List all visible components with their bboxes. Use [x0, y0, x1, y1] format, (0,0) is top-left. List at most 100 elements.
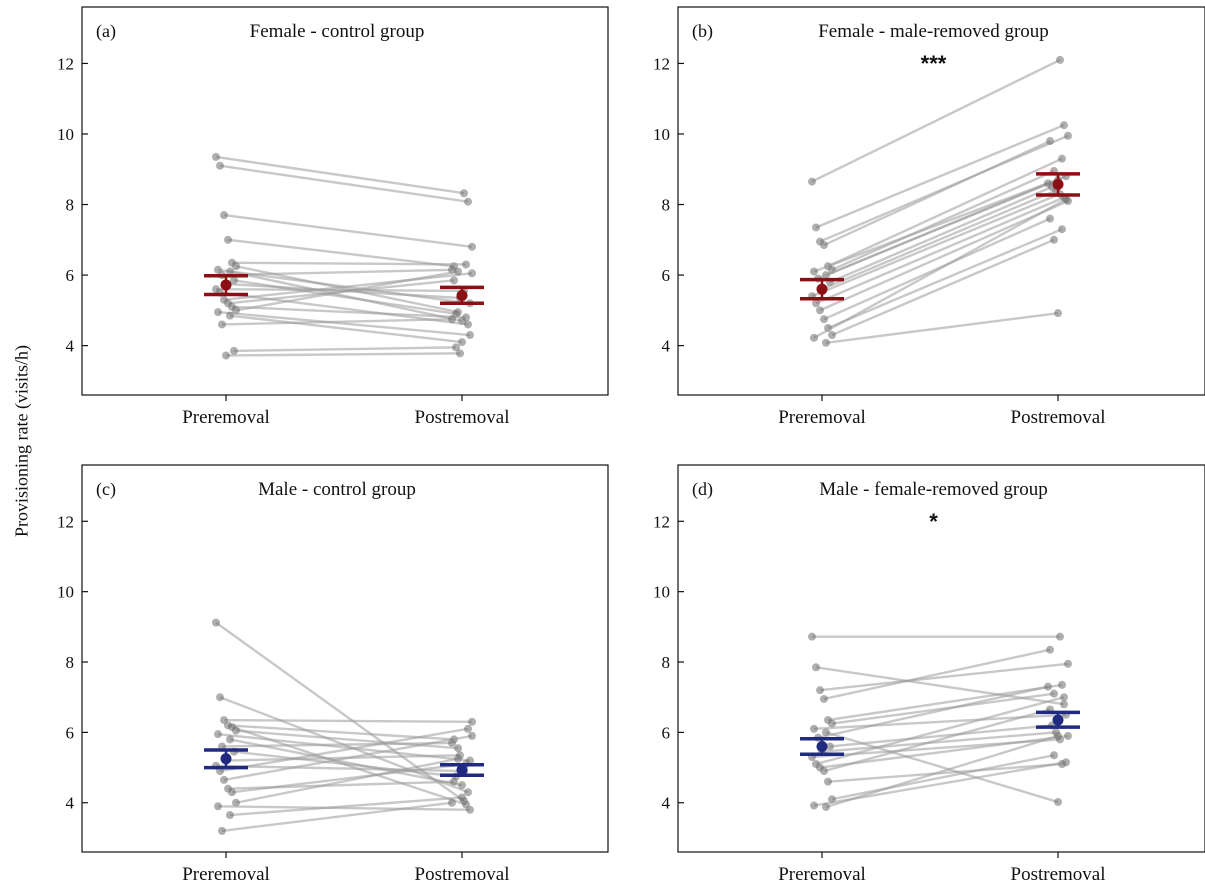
plot-frame [677, 464, 1205, 853]
individual-point [826, 742, 834, 751]
y-tick-label: 8 [662, 653, 671, 672]
y-tick-label: 8 [662, 196, 671, 215]
x-tick-label: Preremoval [778, 407, 866, 428]
individual-point [828, 719, 836, 728]
individual-point [816, 306, 824, 315]
individual-point [216, 161, 224, 170]
y-tick-label: 8 [66, 196, 75, 215]
individual-line [229, 796, 463, 817]
individual-point [808, 177, 816, 186]
y-tick-label: 6 [66, 723, 75, 742]
individual-point [454, 744, 462, 753]
individual-line [223, 718, 473, 724]
individual-point [1046, 137, 1054, 146]
individual-point [218, 320, 226, 329]
individual-point [464, 724, 472, 733]
individual-line [827, 157, 1063, 268]
individual-line [831, 169, 1055, 271]
chart-panel-2: 4 6 8 10 12 Preremoval Postremoval (b) Female - … [653, 6, 1205, 428]
individual-point [454, 267, 462, 276]
individual-point [1046, 645, 1054, 654]
individual-line [215, 155, 465, 195]
individual-point [232, 262, 240, 271]
individual-line [225, 352, 461, 357]
mean-point [816, 740, 828, 752]
individual-point [820, 315, 828, 324]
individual-point [1062, 195, 1070, 204]
individual-point [464, 788, 472, 797]
individual-point [230, 276, 238, 285]
individual-point [1050, 235, 1058, 244]
mean-point [1052, 178, 1064, 190]
individual-line [221, 317, 453, 326]
individual-point [232, 798, 240, 807]
individual-point [1060, 700, 1068, 709]
plot-frame [81, 464, 609, 853]
individual-point [1064, 731, 1072, 740]
x-tick-label: Preremoval [182, 864, 270, 883]
individual-point [466, 331, 474, 340]
y-axis-label: Provisioning rate (visits/h) [11, 345, 32, 537]
individual-point [822, 802, 830, 811]
y-tick-label: 10 [57, 125, 74, 144]
significance-marker: *** [921, 51, 947, 76]
y-tick-label: 6 [662, 266, 671, 285]
individual-line [829, 185, 1053, 284]
individual-line [235, 757, 459, 804]
individual-line [231, 762, 467, 794]
plot-frame [677, 6, 1205, 396]
chart-panel-1: 4 6 8 10 12 Preremoval Postremoval (a) Female - … [57, 6, 609, 428]
individual-point [468, 242, 476, 251]
y-tick-label: 10 [57, 583, 74, 602]
individual-point [458, 338, 466, 347]
chart-panel-3: 4 6 8 10 12 Preremoval Postremoval (c) Male - co… [57, 464, 609, 885]
y-tick-label: 12 [653, 54, 670, 73]
individual-point [1056, 632, 1064, 641]
individual-line [831, 238, 1055, 337]
individual-point [218, 826, 226, 835]
x-tick-label: Postremoval [415, 864, 510, 883]
individual-point [448, 315, 456, 324]
y-tick-label: 8 [66, 653, 75, 672]
individual-line [223, 734, 473, 782]
individual-line [219, 164, 469, 203]
individual-line [223, 213, 473, 249]
individual-point [226, 311, 234, 320]
individual-point [448, 798, 456, 807]
panel-title: Female - male-removed group [818, 21, 1049, 42]
mean-point [220, 753, 232, 765]
individual-point [228, 788, 236, 797]
individual-line [217, 310, 471, 337]
individual-line [821, 731, 1057, 753]
individual-point [810, 801, 818, 810]
individual-point [1056, 55, 1064, 64]
individual-point [458, 781, 466, 790]
individual-line [823, 139, 1051, 247]
individual-point [458, 793, 466, 802]
individual-line [827, 762, 1063, 783]
individual-point [1054, 731, 1062, 740]
individual-point [214, 802, 222, 811]
individual-point [450, 777, 458, 786]
individual-line [817, 182, 1049, 280]
y-tick-label: 10 [653, 583, 670, 602]
individual-point [214, 730, 222, 739]
individual-point [212, 152, 220, 161]
individual-point [214, 308, 222, 317]
mean-point [456, 290, 468, 302]
individual-line [811, 58, 1061, 183]
individual-point [1050, 689, 1058, 698]
x-tick-label: Postremoval [415, 407, 510, 428]
individual-point [230, 346, 238, 355]
y-tick-label: 10 [653, 125, 670, 144]
individual-point [820, 767, 828, 776]
mean-point [220, 279, 232, 291]
individual-point [462, 260, 470, 269]
mean-point [1052, 714, 1064, 726]
individual-line [223, 272, 473, 301]
individual-line [221, 741, 453, 748]
individual-point [464, 320, 472, 329]
individual-point [822, 338, 830, 347]
individual-line [229, 738, 463, 787]
